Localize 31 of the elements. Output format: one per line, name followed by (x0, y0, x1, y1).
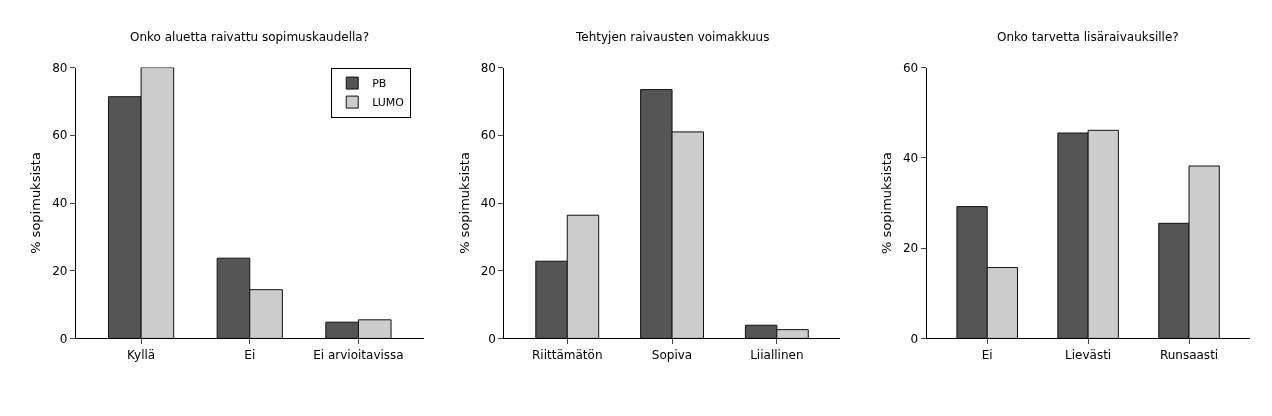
y-tick-label: 60 (52, 128, 68, 143)
y-tick-label: 60 (480, 128, 496, 143)
y-tick-label: 0 (488, 331, 496, 346)
chart-title: Tehtyjen raivausten voimakkuus (575, 30, 770, 44)
x-tick-label: Kyllä (127, 347, 156, 362)
y-axis-title: % sopimuksista (878, 152, 894, 254)
chart-title: Onko aluetta raivattu sopimuskaudella? (130, 30, 370, 44)
y-tick-label: 0 (910, 331, 919, 346)
y-axis-title: % sopimuksista (456, 152, 472, 254)
y-tick-label: 40 (902, 151, 919, 166)
legend-label: LUMO (372, 96, 405, 110)
y-tick-label: 80 (480, 60, 496, 75)
y-tick-label: 20 (480, 263, 496, 278)
y-tick-label: 20 (52, 263, 68, 278)
x-tick-label: Ei (981, 347, 993, 362)
y-tick-label: 40 (52, 196, 68, 211)
x-tick-label: Riittämätön (532, 347, 603, 362)
y-tick-label: 40 (480, 196, 496, 211)
x-tick-label: Ei arvioitavissa (313, 347, 404, 362)
y-tick-label: 80 (52, 60, 68, 75)
chart-title: Onko tarvetta lisäraivauksille? (997, 30, 1179, 44)
x-tick-label: Lievästi (1065, 347, 1112, 362)
x-tick-label: Sopiva (651, 347, 693, 362)
y-tick-label: 60 (902, 60, 919, 75)
x-tick-label: Runsaasti (1159, 347, 1219, 362)
x-tick-label: Ei (244, 347, 256, 362)
x-tick-label: Liiallinen (750, 347, 804, 362)
y-tick-label: 20 (902, 241, 919, 256)
y-axis-title: % sopimuksista (28, 152, 44, 254)
y-tick-label: 0 (59, 331, 68, 346)
legend-label: PB (372, 77, 387, 91)
